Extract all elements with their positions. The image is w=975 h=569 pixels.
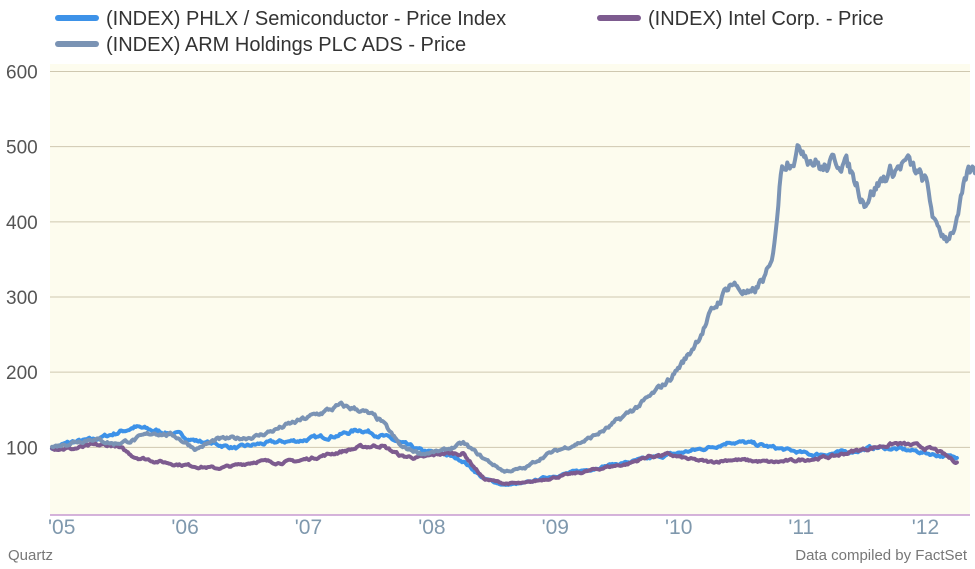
legend-label: (INDEX) Intel Corp. - Price xyxy=(648,8,884,30)
y-tick-label: 100 xyxy=(6,438,38,459)
x-tick-label: '05 xyxy=(48,516,75,539)
series-line-3 xyxy=(50,143,975,474)
y-tick-label: 200 xyxy=(6,363,38,384)
footer-source-left: Quartz xyxy=(8,547,53,564)
y-tick-label: 300 xyxy=(6,288,38,309)
series-lines xyxy=(50,143,975,487)
plot-background xyxy=(50,64,970,515)
x-tick-labels: '05 '06 '07 '08 '09 '10 '11 '12 xyxy=(48,516,939,539)
legend: (INDEX) PHLX / Semiconductor - Price Ind… xyxy=(55,8,884,56)
series-line-2 xyxy=(50,440,959,487)
y-tick-label: 600 xyxy=(6,63,38,84)
x-tick-label: '07 xyxy=(295,516,322,539)
x-tick-label: '08 xyxy=(418,516,445,539)
footer-source-right: Data compiled by FactSet xyxy=(795,547,968,564)
x-tick-label: '10 xyxy=(665,516,692,539)
x-tick-label: '11 xyxy=(788,516,814,539)
legend-label: (INDEX) PHLX / Semiconductor - Price Ind… xyxy=(106,8,506,30)
x-tick-label: '06 xyxy=(171,516,198,539)
y-tick-label: 400 xyxy=(6,213,38,234)
y-tick-label: 500 xyxy=(6,138,38,159)
x-tick-label: '09 xyxy=(542,516,569,539)
x-tick-label: '12 xyxy=(912,516,939,539)
legend-label: (INDEX) ARM Holdings PLC ADS - Price xyxy=(106,34,466,56)
y-tick-labels: 100 200 300 400 500 600 xyxy=(6,63,38,460)
